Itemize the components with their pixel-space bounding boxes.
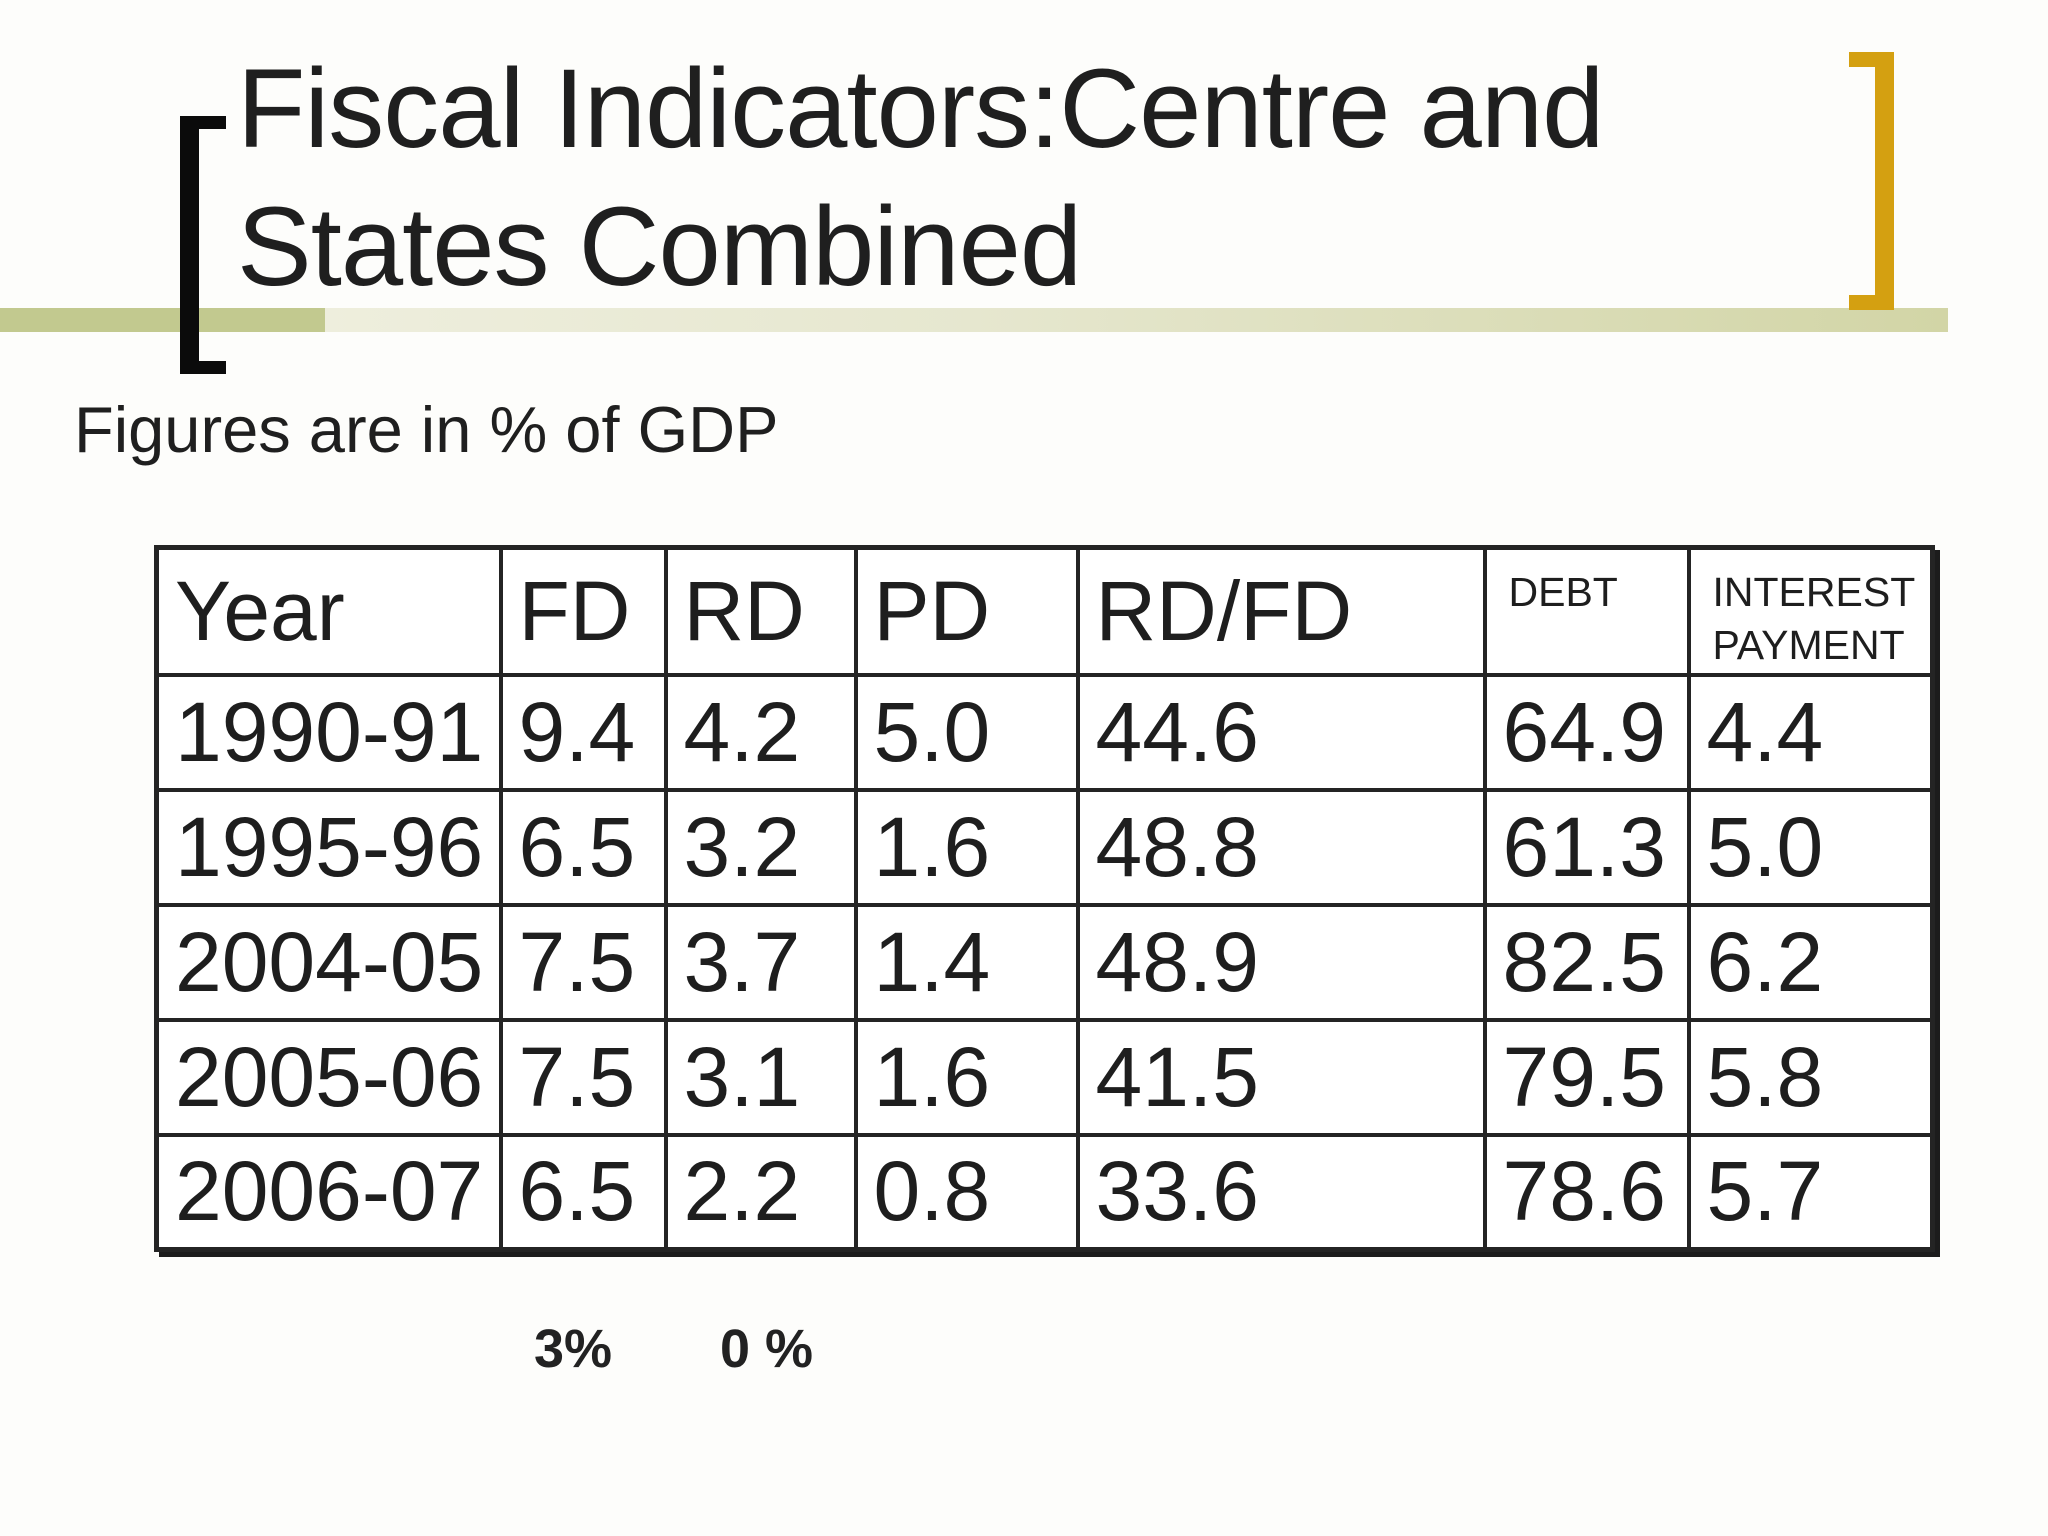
table-cell: 5.8: [1686, 1017, 1935, 1137]
table-cell: 4.4: [1686, 672, 1935, 792]
table-cell: 44.6: [1075, 672, 1487, 792]
footnote-fd-target: 3%: [534, 1319, 613, 1379]
table-cell: 48.8: [1075, 787, 1487, 907]
closing-bracket-decoration: [1849, 52, 1894, 310]
table-cell: 1.6: [853, 1017, 1080, 1137]
table-cell: 48.9: [1075, 902, 1487, 1022]
table-cell: 78.6: [1482, 1132, 1691, 1252]
table-cell: 82.5: [1482, 902, 1691, 1022]
table-cell: 33.6: [1075, 1132, 1487, 1252]
table-cell: 2.2: [663, 1132, 858, 1252]
column-header: PD: [853, 545, 1080, 677]
table-header: Year FD RD PD RD/FD DEBT INTEREST PAYMENT: [154, 545, 1935, 677]
table-cell: 6.5: [498, 787, 668, 907]
table-cell: 6.2: [1686, 902, 1935, 1022]
table-cell: 6.5: [498, 1132, 668, 1252]
table-cell: 4.2: [663, 672, 858, 792]
column-header: INTEREST PAYMENT: [1686, 545, 1935, 677]
table-cell: 64.9: [1482, 672, 1691, 792]
table-cell: 0.8: [853, 1132, 1080, 1252]
table-cell: 9.4: [498, 672, 668, 792]
table-row: 2004-05 7.5 3.7 1.4 48.9 82.5 6.2: [154, 902, 1935, 1022]
table-cell: 5.0: [853, 672, 1080, 792]
slide-subtitle: Figures are in % of GDP: [74, 393, 779, 466]
table-header-row: Year FD RD PD RD/FD DEBT INTEREST PAYMENT: [154, 545, 1935, 677]
footnote-rd-target: 0 %: [720, 1319, 814, 1379]
slide-title: Fiscal Indicators:Centre and States Comb…: [237, 40, 1604, 316]
accent-band-right-segment: [325, 308, 1948, 332]
table-cell: 7.5: [498, 902, 668, 1022]
table-cell: 3.1: [663, 1017, 858, 1137]
slide-title-line-2: States Combined: [237, 184, 1082, 309]
table-body: 1990-91 9.4 4.2 5.0 44.6 64.9 4.4 1995-96 6.5 3.2…: [154, 672, 1935, 1252]
table-cell: 2005-06: [154, 1017, 503, 1137]
table-row: 1990-91 9.4 4.2 5.0 44.6 64.9 4.4: [154, 672, 1935, 792]
column-header: RD: [663, 545, 858, 677]
accent-band-left-segment: [0, 308, 325, 332]
table-cell: 79.5: [1482, 1017, 1691, 1137]
slide-title-line-1: Fiscal Indicators:Centre and: [237, 46, 1604, 171]
table-row: 2006-07 6.5 2.2 0.8 33.6 78.6 5.7: [154, 1132, 1935, 1252]
table-cell: 41.5: [1075, 1017, 1487, 1137]
table-cell: 1990-91: [154, 672, 503, 792]
table-cell: 3.2: [663, 787, 858, 907]
opening-bracket-decoration: [180, 116, 226, 374]
fiscal-indicators-table: Year FD RD PD RD/FD DEBT INTEREST PAYMENT 1990…: [154, 545, 1935, 1253]
column-header: DEBT: [1482, 545, 1691, 677]
table-row: 2005-06 7.5 3.1 1.6 41.5 79.5 5.8: [154, 1017, 1935, 1137]
table-cell: 5.7: [1686, 1132, 1935, 1252]
table-cell: 2004-05: [154, 902, 503, 1022]
table-cell: 1995-96: [154, 787, 503, 907]
table-cell: 1.6: [853, 787, 1080, 907]
table-cell: 1.4: [853, 902, 1080, 1022]
table-cell: 5.0: [1686, 787, 1935, 907]
table-cell: 3.7: [663, 902, 858, 1022]
table-row: 1995-96 6.5 3.2 1.6 48.8 61.3 5.0: [154, 787, 1935, 907]
table-cell: 2006-07: [154, 1132, 503, 1252]
column-header: Year: [154, 545, 503, 677]
table-cell: 61.3: [1482, 787, 1691, 907]
column-header: FD: [498, 545, 668, 677]
column-header: RD/FD: [1075, 545, 1487, 677]
table-cell: 7.5: [498, 1017, 668, 1137]
